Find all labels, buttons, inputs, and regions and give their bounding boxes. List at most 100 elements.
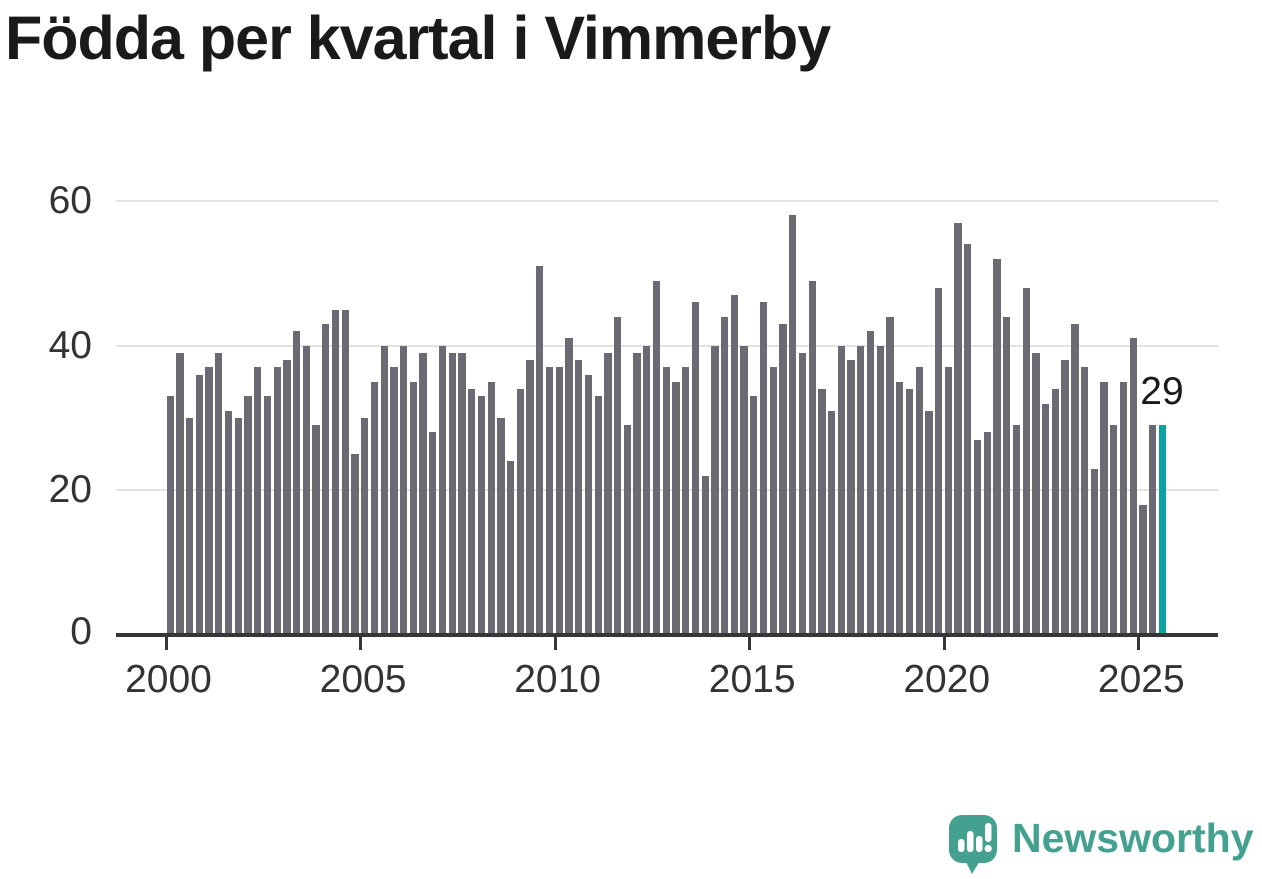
y-axis-label: 20	[48, 468, 92, 512]
bar	[1051, 389, 1060, 635]
bar	[487, 381, 495, 635]
bar	[185, 418, 194, 635]
bar	[759, 302, 768, 635]
bar	[604, 352, 612, 635]
bar	[613, 316, 622, 635]
bar	[322, 323, 330, 635]
bar	[847, 360, 855, 635]
bar	[312, 425, 320, 635]
bar	[769, 367, 777, 635]
bar	[983, 432, 991, 635]
bar	[623, 425, 631, 635]
bar	[964, 244, 972, 635]
bar	[254, 367, 262, 635]
bar	[905, 389, 914, 635]
bar	[536, 266, 544, 635]
bar	[750, 396, 758, 635]
x-axis-tick	[553, 637, 557, 650]
bar	[1003, 316, 1011, 635]
bar	[740, 345, 748, 635]
bar	[866, 331, 875, 635]
bar	[857, 345, 865, 635]
y-gridline	[116, 344, 1218, 347]
bar	[1071, 323, 1079, 635]
bar	[195, 374, 203, 635]
x-axis-tick	[359, 637, 363, 650]
bar	[779, 323, 787, 635]
x-axis-line	[116, 633, 1218, 637]
bar	[234, 418, 242, 635]
bar	[594, 396, 602, 635]
y-axis-label: 40	[48, 323, 92, 367]
bar	[468, 389, 476, 635]
bar	[361, 418, 369, 635]
bar	[730, 295, 739, 635]
bar	[1022, 287, 1030, 635]
bar	[224, 410, 233, 635]
bar	[1139, 504, 1147, 635]
bar	[1149, 425, 1157, 635]
highlighted-bar	[1158, 425, 1167, 635]
bar	[711, 345, 719, 635]
bar	[798, 352, 807, 635]
bar	[828, 410, 836, 635]
bar	[526, 360, 534, 635]
x-axis-label: 2000	[125, 658, 212, 701]
bar	[1042, 403, 1050, 635]
bar	[925, 410, 933, 635]
x-axis-tick	[164, 637, 168, 650]
bar	[1032, 352, 1040, 635]
bar	[506, 461, 515, 635]
bar	[633, 352, 641, 635]
bar	[409, 381, 417, 635]
bar	[555, 367, 563, 635]
bar	[876, 345, 884, 635]
bar	[652, 280, 661, 635]
bar	[837, 345, 846, 635]
bar	[166, 396, 174, 635]
bar	[390, 367, 398, 635]
bar	[545, 367, 554, 635]
bar	[993, 258, 1001, 635]
bar	[935, 287, 943, 635]
bar	[944, 367, 953, 635]
bar	[973, 439, 982, 635]
bar	[399, 345, 408, 635]
x-axis-label: 2005	[319, 658, 407, 701]
bar	[1012, 425, 1021, 635]
bar	[244, 396, 252, 635]
bar	[1100, 381, 1108, 635]
y-axis-label: 0	[70, 610, 92, 653]
bar	[263, 396, 272, 635]
bar	[682, 367, 690, 635]
bar	[1119, 381, 1128, 635]
newsworthy-logo[interactable]: Newsworthy	[948, 812, 1254, 876]
bar	[886, 316, 894, 635]
x-axis-label: 2010	[514, 658, 601, 701]
x-axis-tick	[1137, 637, 1141, 650]
x-axis-label: 2015	[708, 658, 796, 701]
bar	[477, 396, 486, 635]
bar	[205, 367, 213, 635]
chart-title: Födda per kvartal i Vimmerby	[5, 4, 831, 72]
x-axis-label: 2020	[903, 658, 991, 701]
bar	[215, 352, 223, 635]
bar	[701, 475, 709, 635]
bar	[789, 215, 797, 635]
bar	[341, 309, 349, 635]
newsworthy-logo-text: Newsworthy	[1012, 815, 1254, 861]
bar	[915, 367, 923, 635]
bar	[497, 418, 505, 635]
bar	[643, 345, 651, 635]
bar	[273, 367, 281, 635]
bar	[584, 374, 593, 635]
x-axis-tick	[942, 637, 946, 650]
bar	[1110, 425, 1118, 635]
bar	[662, 367, 670, 635]
bar	[429, 432, 437, 635]
y-axis-label: 60	[48, 179, 92, 222]
bar	[691, 302, 700, 635]
y-gridline	[116, 200, 1218, 202]
bar	[1061, 360, 1069, 635]
